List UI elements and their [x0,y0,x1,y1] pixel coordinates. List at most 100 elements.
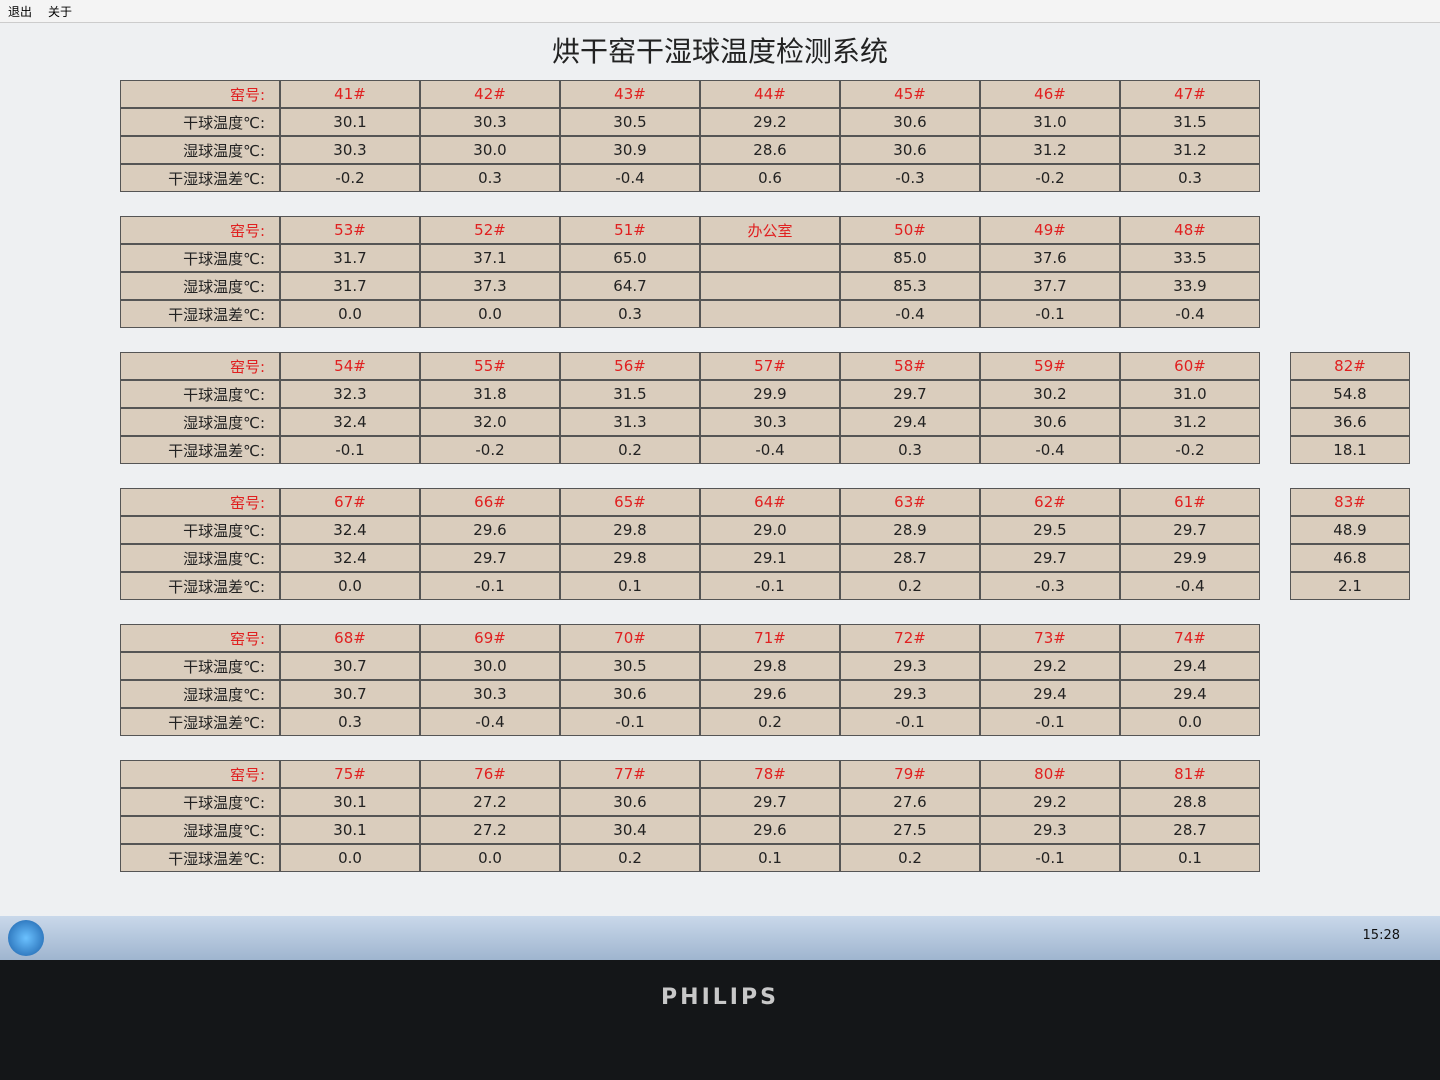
reading: 30.6 [840,108,980,136]
reading: 0.3 [420,164,560,192]
reading: 0.3 [1120,164,1260,192]
reading: 31.7 [280,244,420,272]
reading: 30.5 [560,652,700,680]
menu-item[interactable]: 关于 [48,5,73,19]
row-label: 干球温度℃: [120,788,280,816]
reading: 32.4 [280,544,420,572]
reading: -0.4 [420,708,560,736]
reading: 29.6 [700,680,840,708]
reading: 0.0 [420,300,560,328]
reading: -0.1 [840,708,980,736]
kiln-name: 50# [840,216,980,244]
kiln-label: 窑号: [120,760,280,788]
start-button[interactable] [8,920,44,956]
kiln-name: 83# [1290,488,1410,516]
kiln-name: 75# [280,760,420,788]
reading: 29.5 [980,516,1120,544]
reading: -0.2 [420,436,560,464]
kiln-name: 79# [840,760,980,788]
reading: 29.0 [700,516,840,544]
reading: -0.1 [560,708,700,736]
kiln-name: 49# [980,216,1120,244]
kiln-name: 58# [840,352,980,380]
kiln-name: 办公室 [700,216,840,244]
reading: 28.6 [700,136,840,164]
reading: 0.2 [840,844,980,872]
kiln-label: 窑号: [120,80,280,108]
reading: 29.6 [420,516,560,544]
row-label: 干球温度℃: [120,652,280,680]
reading: 30.3 [420,108,560,136]
row-label: 湿球温度℃: [120,816,280,844]
reading: -0.3 [980,572,1120,600]
reading: 29.7 [1120,516,1260,544]
reading: 37.6 [980,244,1120,272]
reading: 28.9 [840,516,980,544]
reading: 29.8 [560,544,700,572]
reading: 0.0 [280,572,420,600]
app-title: 烘干窑干湿球温度检测系统 [551,35,888,68]
menu-item[interactable]: 退出 [8,5,33,19]
reading: 0.1 [700,844,840,872]
row-label: 湿球温度℃: [120,680,280,708]
reading: 37.7 [980,272,1120,300]
kiln-name: 42# [420,80,560,108]
reading: -0.1 [980,844,1120,872]
kiln-name: 66# [420,488,560,516]
reading: 27.6 [840,788,980,816]
reading: 29.2 [980,788,1120,816]
kiln-name: 63# [840,488,980,516]
kiln-name: 56# [560,352,700,380]
reading: 28.7 [1120,816,1260,844]
reading: 0.2 [560,844,700,872]
kiln-name: 65# [560,488,700,516]
reading: 30.6 [560,788,700,816]
row-label: 干湿球温差℃: [120,164,280,192]
reading: 0.3 [840,436,980,464]
reading: 0.0 [420,844,560,872]
reading: 33.9 [1120,272,1260,300]
reading: -0.1 [980,708,1120,736]
reading: 30.0 [420,136,560,164]
kiln-name: 47# [1120,80,1260,108]
kiln-name: 80# [980,760,1120,788]
reading: -0.4 [560,164,700,192]
reading: 18.1 [1290,436,1410,464]
reading: 29.7 [840,380,980,408]
kiln-name: 72# [840,624,980,652]
reading: 31.0 [980,108,1120,136]
row-label: 湿球温度℃: [120,272,280,300]
reading [700,272,840,300]
reading: 30.6 [560,680,700,708]
reading: 31.8 [420,380,560,408]
reading: 29.3 [840,680,980,708]
reading [700,244,840,272]
kiln-name: 73# [980,624,1120,652]
kiln-name: 53# [280,216,420,244]
reading: 0.2 [560,436,700,464]
reading: -0.4 [1120,572,1260,600]
row-label: 干湿球温差℃: [120,844,280,872]
reading: 31.2 [980,136,1120,164]
monitor-brand: PHILIPS [661,985,779,1010]
reading: 29.9 [700,380,840,408]
reading: 0.3 [560,300,700,328]
reading: 30.3 [700,408,840,436]
row-label: 干湿球温差℃: [120,708,280,736]
kiln-label: 窑号: [120,352,280,380]
reading: 2.1 [1290,572,1410,600]
kiln-label: 窑号: [120,488,280,516]
kiln-name: 57# [700,352,840,380]
reading: 31.3 [560,408,700,436]
kiln-name: 59# [980,352,1120,380]
kiln-name: 46# [980,80,1120,108]
reading: 37.3 [420,272,560,300]
kiln-name: 64# [700,488,840,516]
row-label: 干湿球温差℃: [120,572,280,600]
clock: 15:28 [1362,928,1400,943]
reading: 29.7 [420,544,560,572]
reading: 36.6 [1290,408,1410,436]
row-label: 湿球温度℃: [120,408,280,436]
reading: -0.1 [420,572,560,600]
